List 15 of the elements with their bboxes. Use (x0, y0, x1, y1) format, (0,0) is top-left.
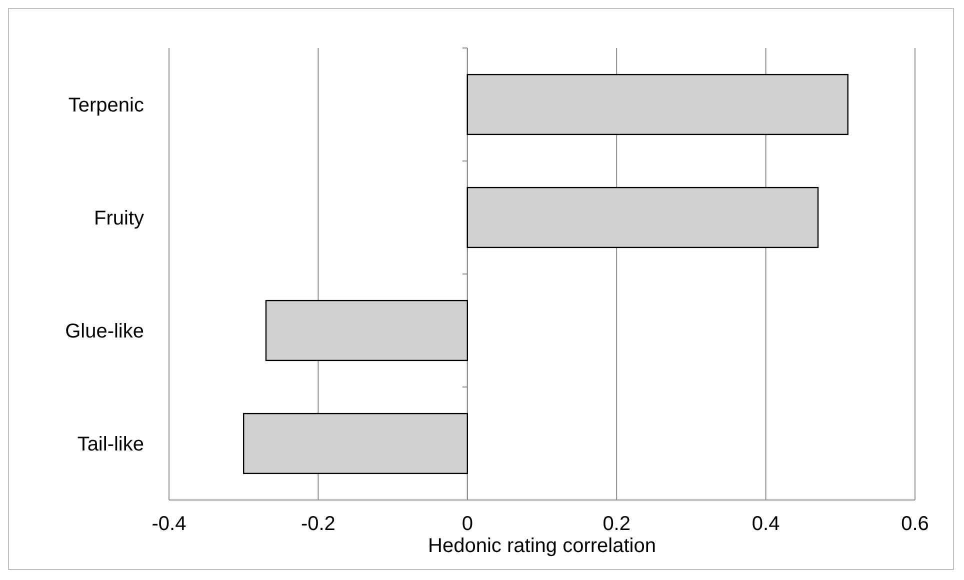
x-tick-label: -0.4 (152, 513, 186, 535)
x-tick-label: 0.2 (602, 513, 631, 535)
y-tick-label: Terpenic (68, 94, 144, 116)
bar (466, 74, 848, 136)
x-tick-label: 0 (462, 513, 473, 535)
x-tick-label: 0.6 (901, 513, 929, 535)
y-tick-label: Glue-like (65, 320, 144, 342)
bar (265, 300, 468, 362)
y-tick-label: Tail-like (77, 434, 144, 456)
x-axis-title: Hedonic rating correlation (428, 535, 656, 557)
bar (466, 186, 819, 248)
x-tick-label: 0.4 (752, 513, 780, 535)
x-tick-label: -0.2 (300, 513, 336, 535)
y-tick-label: Fruity (94, 208, 144, 230)
bar (243, 412, 468, 474)
